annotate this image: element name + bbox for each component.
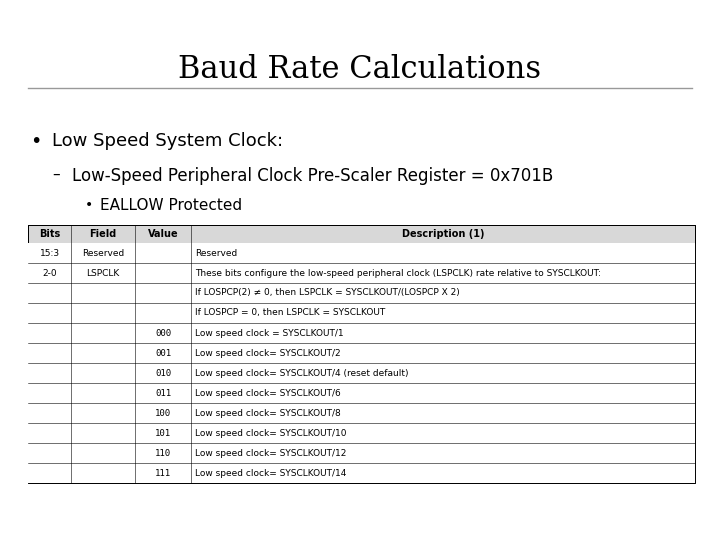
Text: Low speed clock= SYSCLKOUT/6: Low speed clock= SYSCLKOUT/6 [195, 388, 341, 397]
Bar [28, 443, 695, 463]
Text: Baud Rate Calculations: Baud Rate Calculations [179, 54, 541, 85]
Bar [28, 423, 695, 443]
Text: These bits configure the low-speed peripheral clock (LSPCLK) rate relative to SY: These bits configure the low-speed perip… [195, 268, 601, 278]
Bar [28, 403, 695, 423]
Text: If LOSPCP(2) ≠ 0, then LSPCLK = SYSCLKOUT/(LOSPCP X 2): If LOSPCP(2) ≠ 0, then LSPCLK = SYSCLKOU… [195, 288, 460, 298]
Text: Low Speed System Clock:: Low Speed System Clock: [52, 132, 283, 150]
Text: Bits: Bits [39, 229, 60, 239]
Text: 110: 110 [155, 449, 171, 457]
Text: 011: 011 [155, 388, 171, 397]
Text: •: • [85, 198, 94, 212]
Text: –: – [52, 167, 60, 182]
Bar [28, 243, 695, 263]
Text: 001: 001 [155, 348, 171, 357]
Bar [28, 383, 695, 403]
Text: If LOSPCP = 0, then LSPCLK = SYSCLKOUT: If LOSPCP = 0, then LSPCLK = SYSCLKOUT [195, 308, 386, 318]
Text: Description (1): Description (1) [402, 229, 485, 239]
Text: Low-Speed Peripheral Clock Pre-Scaler Register = 0x701B: Low-Speed Peripheral Clock Pre-Scaler Re… [72, 167, 553, 185]
Text: 2-0: 2-0 [42, 268, 57, 278]
Text: Field: Field [89, 229, 117, 239]
Text: Low speed clock= SYSCLKOUT/8: Low speed clock= SYSCLKOUT/8 [195, 408, 341, 417]
Text: •: • [30, 132, 41, 151]
Text: Low speed clock= SYSCLKOUT/10: Low speed clock= SYSCLKOUT/10 [195, 429, 347, 437]
Bar [28, 463, 695, 483]
Text: Reserved: Reserved [82, 248, 124, 258]
Text: Low speed clock= SYSCLKOUT/12: Low speed clock= SYSCLKOUT/12 [195, 449, 347, 457]
Text: 010: 010 [155, 368, 171, 377]
Bar [28, 343, 695, 363]
Bar [28, 263, 695, 283]
Bar [28, 225, 695, 483]
Text: Reserved: Reserved [195, 248, 238, 258]
Text: Low speed clock = SYSCLKOUT/1: Low speed clock = SYSCLKOUT/1 [195, 328, 344, 338]
Bar [28, 363, 695, 383]
Text: 000: 000 [155, 328, 171, 338]
Text: EALLOW Protected: EALLOW Protected [100, 198, 242, 213]
Bar [28, 283, 695, 303]
Text: Low speed clock= SYSCLKOUT/2: Low speed clock= SYSCLKOUT/2 [195, 348, 341, 357]
Text: LSPCLK: LSPCLK [86, 268, 120, 278]
Bar [28, 323, 695, 343]
Text: 101: 101 [155, 429, 171, 437]
Text: 15:3: 15:3 [40, 248, 60, 258]
Text: 100: 100 [155, 408, 171, 417]
Text: Low speed clock= SYSCLKOUT/14: Low speed clock= SYSCLKOUT/14 [195, 469, 347, 477]
Text: Value: Value [148, 229, 179, 239]
Bar [28, 225, 695, 243]
Bar [28, 303, 695, 323]
Text: Low speed clock= SYSCLKOUT/4 (reset default): Low speed clock= SYSCLKOUT/4 (reset defa… [195, 368, 409, 377]
Text: 111: 111 [155, 469, 171, 477]
